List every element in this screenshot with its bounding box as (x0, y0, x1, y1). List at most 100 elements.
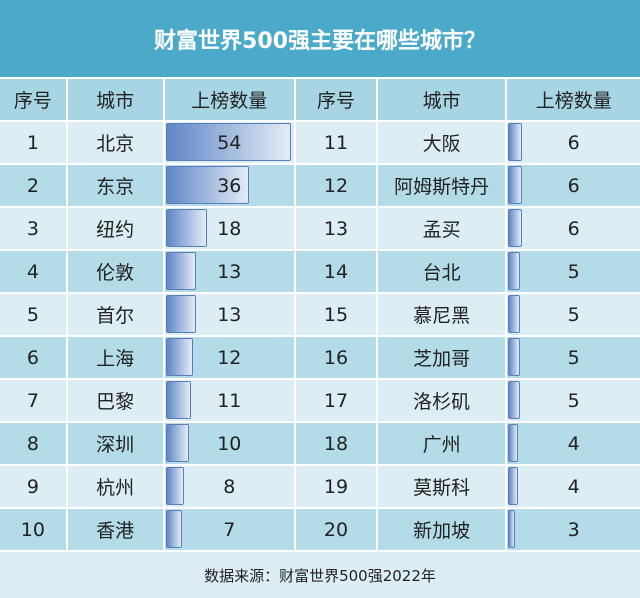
count-cell-text: 4 (567, 432, 580, 455)
city-cell: 孟买 (377, 208, 506, 249)
data-bar (508, 381, 520, 419)
count-cell: 3 (507, 509, 640, 550)
count-cell-text: 12 (217, 346, 242, 369)
rank-cell: 6 (0, 337, 66, 378)
rank-cell-text: 1 (26, 131, 39, 154)
rank-cell: 12 (296, 165, 376, 206)
rank-cell-text: 5 (26, 303, 39, 326)
data-bar (508, 252, 520, 290)
city-cell: 纽约 (67, 208, 163, 249)
city-cell-text: 巴黎 (96, 391, 135, 413)
count-cell: 6 (507, 165, 640, 206)
count-cell-text: 6 (567, 131, 580, 154)
count-cell: 7 (164, 509, 295, 550)
city-cell-text: 洛杉矶 (413, 391, 471, 413)
count-cell-text: 3 (567, 518, 580, 541)
count-cell-text: 11 (217, 389, 242, 412)
data-bar (165, 295, 196, 333)
header-city-2: 城市 (377, 79, 506, 120)
city-cell: 深圳 (67, 423, 163, 464)
data-bar (165, 166, 249, 204)
table-row: 4 伦敦 13 14 台北 5 (0, 251, 640, 292)
data-bar (165, 123, 291, 161)
count-cell: 5 (507, 251, 640, 292)
city-cell: 慕尼黑 (377, 294, 506, 335)
count-cell: 36 (164, 165, 295, 206)
count-cell: 8 (164, 466, 295, 507)
rank-cell-text: 18 (323, 432, 349, 455)
city-cell-text: 慕尼黑 (413, 305, 471, 327)
rank-cell: 18 (296, 423, 376, 464)
count-cell: 5 (507, 294, 640, 335)
city-cell: 杭州 (67, 466, 163, 507)
city-cell-text: 孟买 (422, 219, 461, 241)
rank-cell: 17 (296, 380, 376, 421)
data-bar (508, 338, 520, 376)
city-cell: 阿姆斯特丹 (377, 165, 506, 206)
data-bar (165, 209, 208, 247)
count-cell-text: 4 (567, 475, 580, 498)
data-bar (508, 424, 518, 462)
header-count: 上榜数量 (164, 79, 295, 120)
count-cell: 18 (164, 208, 295, 249)
city-cell-text: 大阪 (422, 133, 461, 155)
source-note: 数据来源：财富世界500强2022年 (0, 552, 640, 598)
rank-cell-text: 2 (26, 174, 39, 197)
city-cell-text: 深圳 (96, 434, 135, 456)
rank-cell-text: 9 (26, 475, 39, 498)
city-cell-text: 台北 (422, 262, 461, 284)
data-bar (165, 338, 194, 376)
count-cell: 11 (164, 380, 295, 421)
table-row: 5 首尔 13 15 慕尼黑 5 (0, 294, 640, 335)
rank-cell-text: 4 (26, 260, 39, 283)
rank-cell: 14 (296, 251, 376, 292)
table-row: 3 纽约 18 13 孟买 6 (0, 208, 640, 249)
data-bar (165, 510, 182, 548)
count-cell: 12 (164, 337, 295, 378)
count-cell: 5 (507, 380, 640, 421)
table-row: 10 香港 7 20 新加坡 3 (0, 509, 640, 550)
count-cell-text: 13 (217, 260, 242, 283)
data-bar (165, 467, 185, 505)
rank-cell-text: 11 (323, 131, 349, 154)
city-cell-text: 东京 (96, 176, 135, 198)
count-cell: 13 (164, 251, 295, 292)
rank-cell: 10 (0, 509, 66, 550)
city-cell-text: 阿姆斯特丹 (394, 176, 490, 198)
data-bar (508, 209, 523, 247)
rank-cell-text: 20 (323, 518, 349, 541)
data-bar (165, 424, 189, 462)
count-cell-text: 10 (217, 432, 242, 455)
rank-cell: 2 (0, 165, 66, 206)
rank-cell-text: 3 (26, 217, 39, 240)
rank-cell-text: 13 (323, 217, 349, 240)
rank-cell: 5 (0, 294, 66, 335)
city-cell: 上海 (67, 337, 163, 378)
table-row: 8 深圳 10 18 广州 4 (0, 423, 640, 464)
city-cell: 大阪 (377, 122, 506, 163)
header-row: 序号 城市 上榜数量 序号 城市 上榜数量 (0, 79, 640, 120)
count-cell: 54 (164, 122, 295, 163)
count-cell-text: 36 (217, 174, 242, 197)
count-cell: 4 (507, 423, 640, 464)
rank-cell: 4 (0, 251, 66, 292)
count-cell-text: 5 (567, 260, 580, 283)
rank-cell: 20 (296, 509, 376, 550)
rank-cell: 3 (0, 208, 66, 249)
count-cell-text: 13 (217, 303, 242, 326)
rank-cell: 11 (296, 122, 376, 163)
city-cell: 东京 (67, 165, 163, 206)
table-row: 9 杭州 8 19 莫斯科 4 (0, 466, 640, 507)
rank-cell-text: 10 (20, 518, 45, 541)
table-row: 1 北京 54 11 大阪 6 (0, 122, 640, 163)
rank-cell-text: 14 (323, 260, 349, 283)
count-cell: 10 (164, 423, 295, 464)
count-cell-text: 7 (223, 518, 236, 541)
city-cell: 巴黎 (67, 380, 163, 421)
rank-cell: 7 (0, 380, 66, 421)
city-cell-text: 杭州 (96, 477, 135, 499)
page-title: 财富世界500强主要在哪些城市？ (0, 0, 640, 77)
rank-cell: 8 (0, 423, 66, 464)
count-cell-text: 5 (567, 346, 580, 369)
data-bar (508, 467, 518, 505)
